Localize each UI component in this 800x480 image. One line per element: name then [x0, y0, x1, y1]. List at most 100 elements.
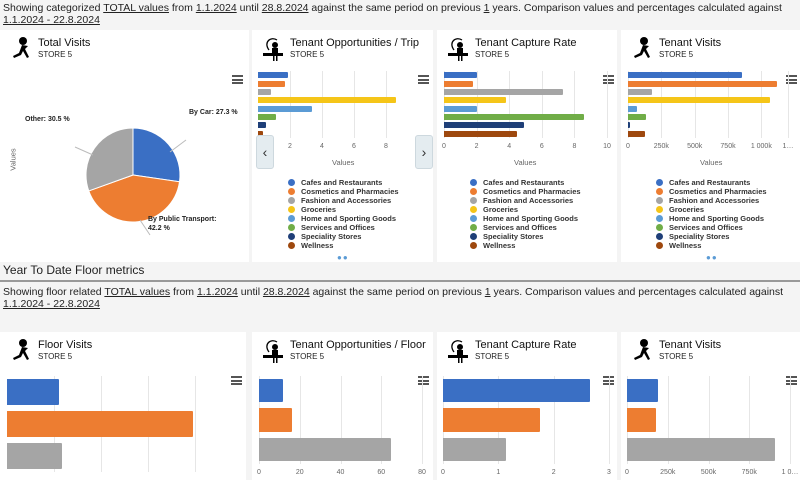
- legend-item[interactable]: Groceries: [470, 205, 581, 214]
- legend-item[interactable]: Speciality Stores: [656, 232, 767, 241]
- carousel-next-button[interactable]: ›: [415, 135, 433, 169]
- legend-item[interactable]: Cafes and Restaurants: [288, 178, 399, 187]
- carousel-dots[interactable]: ●●: [337, 253, 349, 262]
- chart-menu-icon[interactable]: [231, 376, 242, 385]
- bar[interactable]: [7, 379, 59, 405]
- legend-item[interactable]: Cafes and Restaurants: [656, 178, 767, 187]
- chart-menu-icon[interactable]: [232, 75, 243, 84]
- legend-item[interactable]: Groceries: [656, 205, 767, 214]
- bar[interactable]: [258, 72, 288, 79]
- bar[interactable]: [628, 88, 652, 95]
- gridline: [607, 71, 608, 138]
- bar[interactable]: [258, 88, 271, 95]
- legend-item[interactable]: Speciality Stores: [288, 232, 399, 241]
- legend-item[interactable]: Cosmetics and Pharmacies: [470, 187, 581, 196]
- legend-label: Groceries: [483, 205, 519, 214]
- x-tick-label: 250k: [653, 143, 669, 150]
- runner-icon: [13, 37, 29, 58]
- legend-swatch: [288, 242, 295, 249]
- x-tick-label: 2: [288, 143, 292, 150]
- bar[interactable]: [258, 130, 263, 137]
- bar[interactable]: [7, 443, 62, 469]
- legend-label: Cafes and Restaurants: [483, 178, 565, 187]
- bar[interactable]: [444, 88, 563, 95]
- bar[interactable]: [444, 114, 585, 121]
- chart-menu-icon[interactable]: [603, 75, 614, 84]
- legend-item[interactable]: Cosmetics and Pharmacies: [288, 187, 399, 196]
- bar-plot: 0 20 40 60 80: [257, 376, 426, 476]
- comparison-range-link[interactable]: 1.1.2024 - 22.8.2024: [3, 14, 100, 26]
- bar[interactable]: [258, 97, 396, 104]
- legend-item[interactable]: Wellness: [656, 241, 767, 250]
- legend-item[interactable]: Fashion and Accessories: [470, 196, 581, 205]
- shopper-icon: [448, 38, 468, 61]
- bar[interactable]: [444, 122, 524, 129]
- legend-item[interactable]: Services and Offices: [656, 223, 767, 232]
- bar[interactable]: [258, 114, 276, 121]
- bar[interactable]: [628, 114, 646, 121]
- pie-slice[interactable]: [85, 127, 134, 192]
- legend-item[interactable]: Services and Offices: [470, 223, 581, 232]
- bar[interactable]: [628, 105, 637, 112]
- legend-item[interactable]: Home and Sporting Goods: [470, 214, 581, 223]
- legend-label: Cosmetics and Pharmacies: [483, 187, 581, 196]
- legend-item[interactable]: Wellness: [288, 241, 399, 250]
- bar[interactable]: [259, 437, 392, 462]
- legend-item[interactable]: Cosmetics and Pharmacies: [656, 187, 767, 196]
- legend-item[interactable]: Speciality Stores: [470, 232, 581, 241]
- bar[interactable]: [627, 378, 658, 403]
- bar[interactable]: [444, 72, 477, 79]
- gridline: [609, 376, 610, 464]
- legend-item[interactable]: Groceries: [288, 205, 399, 214]
- pie-label-other: Other: 30.5 %: [25, 116, 70, 123]
- bar[interactable]: [258, 105, 313, 112]
- bar[interactable]: [627, 408, 657, 432]
- legend-item[interactable]: Home and Sporting Goods: [656, 214, 767, 223]
- bar[interactable]: [443, 408, 540, 432]
- total-values-link[interactable]: TOTAL values: [103, 2, 169, 14]
- gridline: [667, 376, 669, 464]
- bar[interactable]: [259, 408, 292, 432]
- legend-item[interactable]: Cafes and Restaurants: [470, 178, 581, 187]
- chart-menu-icon[interactable]: [786, 75, 797, 84]
- pie-slice[interactable]: [132, 127, 181, 183]
- carousel-dots[interactable]: ●●: [706, 253, 718, 262]
- bar[interactable]: [627, 437, 776, 462]
- bar[interactable]: [443, 378, 590, 403]
- bar[interactable]: [443, 437, 506, 462]
- bar[interactable]: [444, 80, 474, 87]
- bar[interactable]: [628, 72, 742, 79]
- total-values-link[interactable]: TOTAL values: [104, 286, 171, 298]
- legend-swatch: [470, 179, 477, 186]
- legend-item[interactable]: Fashion and Accessories: [656, 196, 767, 205]
- legend-item[interactable]: Fashion and Accessories: [288, 196, 399, 205]
- years-link[interactable]: 1: [484, 286, 491, 298]
- bar[interactable]: [258, 80, 286, 87]
- comparison-range-link[interactable]: 1.1.2024 - 22.8.2024: [3, 298, 100, 310]
- end-date-link[interactable]: 28.8.2024: [261, 2, 309, 14]
- bar[interactable]: [258, 122, 266, 129]
- chart-menu-icon[interactable]: [418, 75, 429, 84]
- start-date-link[interactable]: 1.1.2024: [196, 286, 238, 298]
- legend-item[interactable]: Home and Sporting Goods: [288, 214, 399, 223]
- chart-menu-icon[interactable]: [786, 376, 797, 385]
- bar[interactable]: [259, 378, 284, 403]
- pie-slice[interactable]: [88, 174, 181, 223]
- chart-menu-icon[interactable]: [603, 376, 614, 385]
- bar[interactable]: [628, 97, 770, 104]
- end-date-link[interactable]: 28.8.2024: [262, 286, 310, 298]
- chart-menu-icon[interactable]: [418, 376, 429, 385]
- legend-item[interactable]: Services and Offices: [288, 223, 399, 232]
- legend-item[interactable]: Wellness: [470, 241, 581, 250]
- bar[interactable]: [628, 130, 645, 137]
- carousel-prev-button[interactable]: ‹: [256, 135, 274, 169]
- bar[interactable]: [444, 130, 518, 137]
- years-link[interactable]: 1: [483, 2, 490, 14]
- bar[interactable]: [7, 411, 193, 437]
- start-date-link[interactable]: 1.1.2024: [195, 2, 237, 14]
- bar[interactable]: [628, 122, 630, 129]
- bar[interactable]: [444, 105, 477, 112]
- bar[interactable]: [444, 97, 506, 104]
- bar[interactable]: [628, 80, 777, 87]
- legend-label: Services and Offices: [669, 223, 743, 232]
